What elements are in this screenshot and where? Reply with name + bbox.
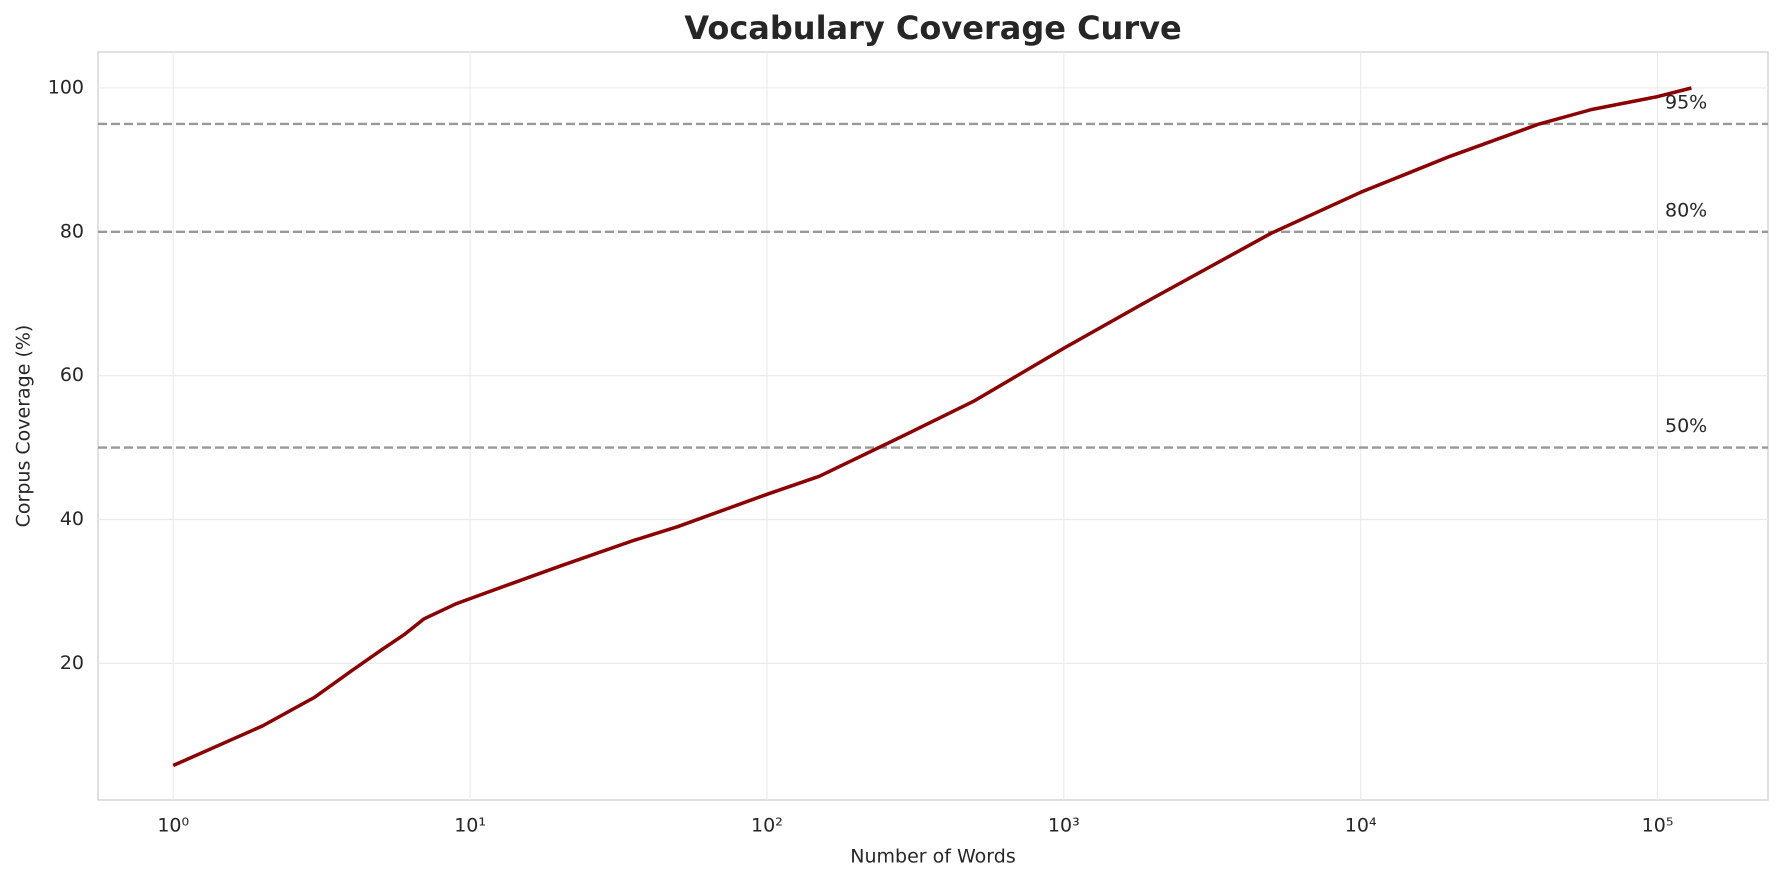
y-axis-label: Corpus Coverage (%) xyxy=(13,325,35,528)
x-tick-label: 10² xyxy=(751,815,783,837)
x-axis-label: Number of Words xyxy=(850,846,1015,868)
x-tick-label: 10¹ xyxy=(454,815,486,837)
reference-label: 50% xyxy=(1665,415,1707,437)
reference-label: 80% xyxy=(1665,199,1707,221)
y-tick-label: 40 xyxy=(60,508,84,530)
y-tick-label: 80 xyxy=(60,220,84,242)
plot-frame xyxy=(97,51,1769,801)
y-tick-label: 100 xyxy=(48,76,84,98)
x-tick-label: 10⁰ xyxy=(157,815,189,837)
coverage-line xyxy=(172,86,1692,768)
y-tick-label: 20 xyxy=(60,652,84,674)
chart-title: Vocabulary Coverage Curve xyxy=(684,9,1181,47)
x-tick-label: 10³ xyxy=(1048,815,1080,837)
x-tick-label: 10⁵ xyxy=(1642,815,1674,837)
x-tick-label: 10⁴ xyxy=(1345,815,1377,837)
y-tick-label: 60 xyxy=(60,364,84,386)
reference-label: 95% xyxy=(1665,91,1707,113)
